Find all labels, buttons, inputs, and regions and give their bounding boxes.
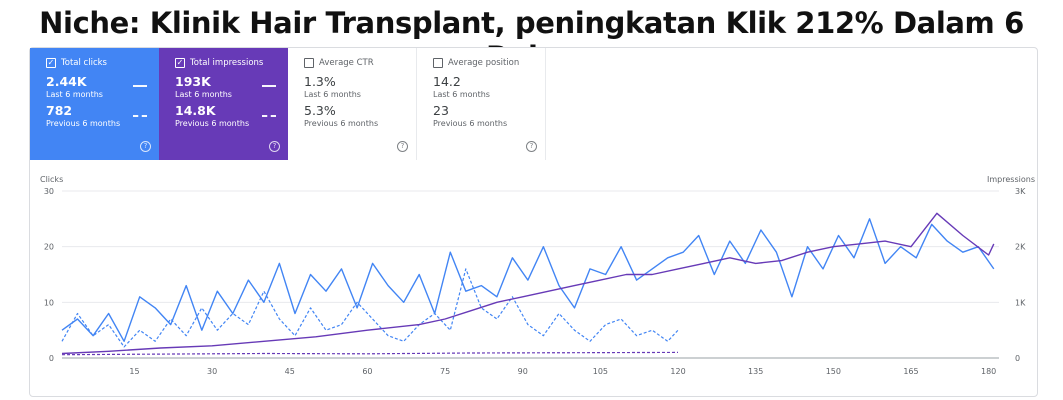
x-tick: 60: [362, 367, 372, 376]
y-axis-right-label: Impressions: [987, 175, 1035, 184]
x-tick: 45: [285, 367, 295, 376]
y-axis-left-label: Clicks: [40, 175, 63, 184]
checkbox-icon[interactable]: [304, 58, 314, 68]
x-tick: 120: [670, 367, 685, 376]
card-current-period: Last 6 months: [433, 90, 490, 99]
metric-cards: ✓ Total clicks 2.44K Last 6 months 782 P…: [30, 48, 546, 160]
series-line-clicks-current: [61, 218, 995, 342]
x-tick: 75: [440, 367, 450, 376]
dashed-line-icon: [133, 115, 147, 117]
card-header: ✓ Total impressions: [175, 58, 288, 68]
y-tick-right: 1K: [1015, 298, 1026, 307]
help-circle-icon[interactable]: ?: [269, 141, 280, 152]
y-tick-left: 10: [44, 298, 54, 307]
x-tick: 30: [207, 367, 217, 376]
total-clicks-card[interactable]: ✓ Total clicks 2.44K Last 6 months 782 P…: [30, 48, 159, 160]
help-circle-icon[interactable]: ?: [140, 141, 151, 152]
card-current-value: 2.44K: [46, 74, 87, 89]
card-current-period: Last 6 months: [175, 90, 232, 99]
card-header: Average position: [433, 58, 545, 68]
card-previous-period: Previous 6 months: [304, 119, 379, 128]
total-impressions-card[interactable]: ✓ Total impressions 193K Last 6 months 1…: [159, 48, 288, 160]
x-tick: 180: [981, 367, 996, 376]
solid-line-icon: [133, 85, 147, 87]
x-tick: 165: [903, 367, 918, 376]
performance-chart: Clicks Impressions 0 10 20 30 0 1K 2K 3K 15 30 45 60 7…: [40, 175, 1035, 376]
card-previous-value: 5.3%: [304, 103, 336, 118]
card-label: Average CTR: [319, 58, 374, 68]
help-circle-icon[interactable]: ?: [526, 141, 537, 152]
y-tick-right: 3K: [1015, 187, 1026, 196]
card-previous-value: 14.8K: [175, 103, 216, 118]
x-tick: 15: [129, 367, 139, 376]
dashed-line-icon: [262, 115, 276, 117]
average-ctr-card[interactable]: Average CTR 1.3% Last 6 months 5.3% Prev…: [288, 48, 417, 160]
card-previous-value: 23: [433, 103, 449, 118]
series-line-impressions-previous: [61, 351, 679, 356]
card-label: Average position: [448, 58, 520, 68]
help-circle-icon[interactable]: ?: [397, 141, 408, 152]
card-header: Average CTR: [304, 58, 416, 68]
checkbox-checked-icon[interactable]: ✓: [46, 58, 56, 68]
x-tick: 90: [518, 367, 528, 376]
series-line-clicks-previous: [61, 268, 679, 348]
card-current-period: Last 6 months: [304, 90, 361, 99]
solid-line-icon: [262, 85, 276, 87]
series-line-impressions-current: [61, 212, 995, 355]
card-current-value: 193K: [175, 74, 211, 89]
card-current-period: Last 6 months: [46, 90, 103, 99]
y-tick-left: 0: [49, 354, 54, 363]
card-previous-period: Previous 6 months: [433, 119, 508, 128]
average-position-card[interactable]: Average position 14.2 Last 6 months 23 P…: [417, 48, 546, 160]
card-label: Total impressions: [190, 58, 264, 68]
card-previous-period: Previous 6 months: [46, 119, 121, 128]
card-current-value: 14.2: [433, 74, 461, 89]
performance-panel: ✓ Total clicks 2.44K Last 6 months 782 P…: [29, 47, 1038, 397]
y-tick-left: 30: [44, 187, 54, 196]
y-tick-right: 0: [1015, 354, 1020, 363]
checkbox-icon[interactable]: [433, 58, 443, 68]
x-tick: 135: [748, 367, 763, 376]
card-previous-period: Previous 6 months: [175, 119, 250, 128]
y-tick-right: 2K: [1015, 243, 1026, 252]
y-tick-left: 20: [44, 243, 54, 252]
x-tick: 105: [593, 367, 608, 376]
x-tick: 150: [826, 367, 841, 376]
card-label: Total clicks: [61, 58, 107, 68]
card-current-value: 1.3%: [304, 74, 336, 89]
checkbox-checked-icon[interactable]: ✓: [175, 58, 185, 68]
card-header: ✓ Total clicks: [46, 58, 159, 68]
card-previous-value: 782: [46, 103, 73, 118]
